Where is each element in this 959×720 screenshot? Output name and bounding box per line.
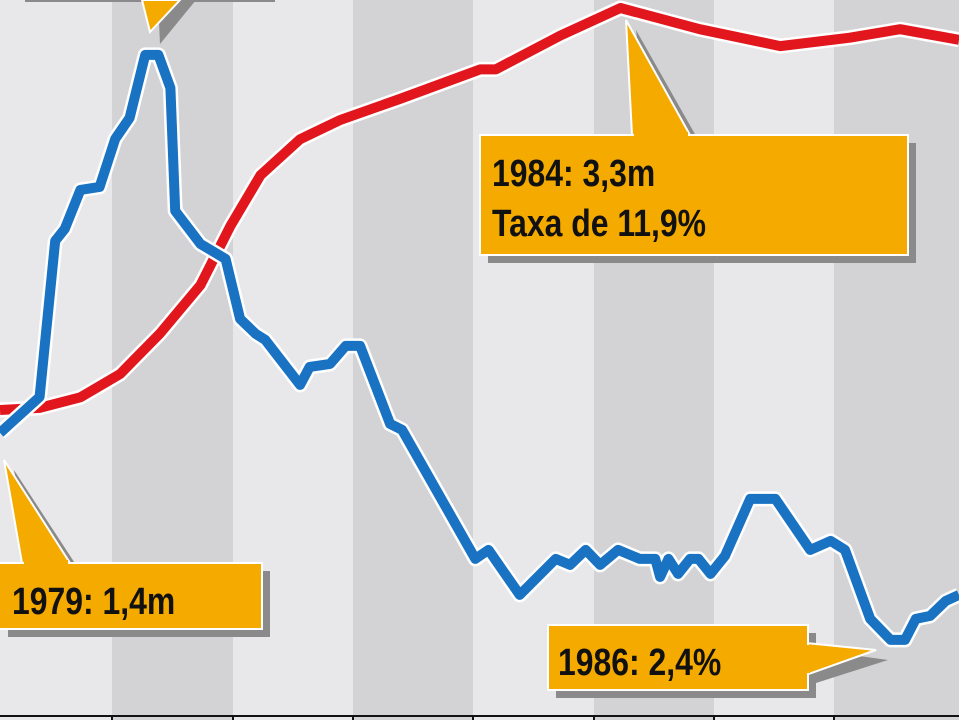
series-line-blue [0, 49, 959, 645]
callout-1984: 1984: 3,3m Taxa de 11,9% [479, 19, 916, 263]
callout-1979: 1979: 1,4m [0, 459, 270, 637]
annotation-1986: 1986: 2,4% [558, 641, 721, 683]
annotation-1984-count: 1984: 3,3m [492, 152, 655, 194]
series-line-red [0, 3, 959, 415]
series-lines [0, 0, 959, 648]
x-axis [0, 715, 959, 720]
callout-top [25, 0, 275, 44]
annotation-1979: 1979: 1,4m [12, 580, 175, 622]
band [473, 0, 594, 720]
band [714, 0, 834, 720]
callout-1986: 1986: 2,4% [547, 624, 888, 698]
annotation-1984-rate: Taxa de 11,9% [492, 202, 706, 244]
